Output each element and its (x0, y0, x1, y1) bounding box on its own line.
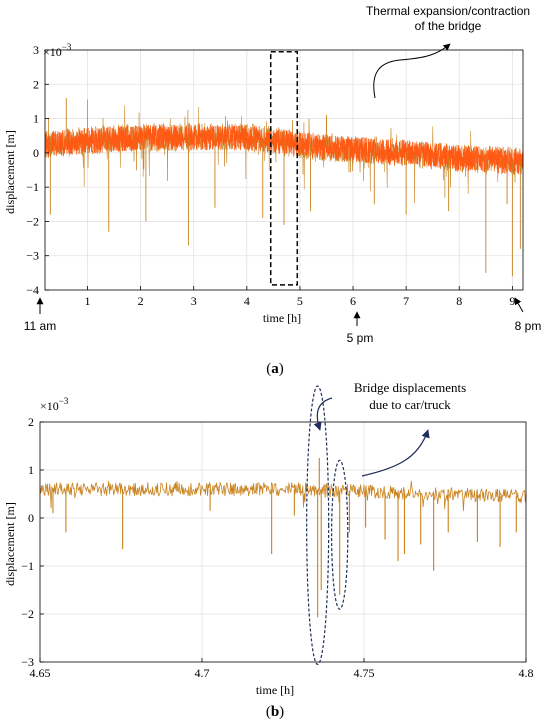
panel-label-b: (b) (266, 704, 284, 720)
y-tick-label: 1 (33, 112, 39, 126)
y-tick-label: 3 (33, 43, 39, 57)
y-tick-label: −1 (21, 559, 34, 573)
x-tick-label: 2 (138, 294, 144, 308)
grid-b (40, 422, 526, 662)
event-arrow-right (361, 429, 430, 477)
x-tick-label: 4.65 (30, 666, 51, 680)
label-8pm: 8 pm (515, 319, 542, 333)
y-tick-label: 1 (28, 463, 34, 477)
signal-trace (39, 480, 527, 512)
y-exponent-b: ×10−3 (40, 396, 69, 413)
y-tick-label: −1 (26, 180, 39, 194)
x-tick-label: 4 (244, 294, 250, 308)
y-tick-label: −4 (26, 283, 39, 297)
x-tick-label: 4.8 (519, 666, 534, 680)
y-axis-label-b: displacement [m] (3, 502, 17, 586)
highlight-box (269, 50, 299, 286)
thermal-annotation-line1: Thermal expansion/contraction (366, 4, 530, 18)
y-ticks-b: −3 −2 −1 0 1 2 (21, 415, 44, 669)
x-ticks-b: 4.65 4.7 4.75 4.8 (30, 658, 534, 680)
arrow-8pm (514, 297, 524, 313)
y-tick-label: −3 (26, 249, 39, 263)
y-tick-label: 0 (33, 146, 39, 160)
plot-frame-a (44, 49, 524, 291)
x-tick-label: 4.75 (354, 666, 375, 680)
x-axis-label-a: time [h] (263, 311, 301, 325)
event-annotation-line1: Bridge displacements (354, 380, 466, 395)
x-tick-label: 3 (191, 294, 197, 308)
label-5pm: 5 pm (347, 331, 374, 345)
y-tick-label: −2 (21, 607, 34, 621)
x-tick-label: 5 (297, 294, 303, 308)
y-tick-label: −3 (21, 655, 34, 669)
x-tick-label: 4.7 (195, 666, 210, 680)
x-ticks-a: 1 2 3 4 5 6 7 8 9 (84, 286, 515, 308)
signal-a (44, 98, 524, 277)
signal-b (39, 458, 527, 618)
y-tick-label: 2 (28, 415, 34, 429)
label-11am: 11 am (24, 319, 56, 333)
panel-label-a: (a) (266, 361, 284, 377)
y-tick-label: 2 (33, 77, 39, 91)
y-tick-label: 0 (28, 511, 34, 525)
thermal-annotation-line2: of the bridge (415, 19, 482, 33)
event-annotation-line2: due to car/truck (369, 397, 451, 412)
x-tick-label: 6 (350, 294, 356, 308)
event-ellipse-2 (331, 459, 349, 610)
x-tick-label: 8 (456, 294, 462, 308)
chart-a: 1 2 3 4 5 6 7 8 9 −4 −3 −2 −1 0 1 2 3 ×10−3 displacemen… (3, 4, 541, 377)
event-ellipses (306, 385, 349, 665)
plot-frame-b (39, 421, 527, 663)
y-ticks-a: −4 −3 −2 −1 0 1 2 3 (26, 43, 49, 297)
x-tick-label: 7 (403, 294, 409, 308)
chart-b: 4.65 4.7 4.75 4.8 −3 −2 −1 0 1 2 ×10−3 displacem… (3, 380, 534, 720)
y-axis-label-a: displacement [m] (3, 130, 17, 214)
y-exponent-a: ×10−3 (43, 42, 72, 59)
signal-trace-dense (44, 124, 524, 175)
x-tick-label: 9 (509, 294, 515, 308)
x-tick-label: 1 (84, 294, 90, 308)
event-ellipse-1 (306, 385, 330, 665)
event-arrow-left (313, 397, 333, 431)
x-axis-label-b: time [h] (256, 683, 294, 697)
thermal-arrow (373, 43, 451, 99)
y-tick-label: −2 (26, 214, 39, 228)
